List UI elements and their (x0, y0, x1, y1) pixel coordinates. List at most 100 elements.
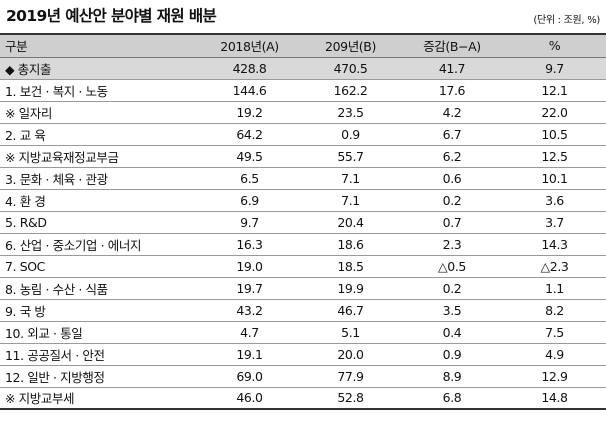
cell-percent: 12.5 (503, 145, 606, 168)
row-category: 10. 외교 · 통일 (0, 321, 199, 344)
row-category: 3. 문화 · 체육 · 관광 (0, 167, 199, 190)
cell-change: 0.2 (401, 277, 503, 300)
cell-2019: 77.9 (300, 365, 401, 388)
header-change: 증감(B−A) (401, 34, 503, 58)
cell-percent: 1.1 (503, 277, 606, 300)
cell-2019: 52.8 (300, 387, 401, 410)
cell-2018: 19.0 (199, 255, 300, 278)
cell-percent: 3.6 (503, 189, 606, 212)
row-category: 6. 산업 · 중소기업 · 에너지 (0, 233, 199, 256)
table-row: ※ 일자리 19.2 23.5 4.2 22.0 (0, 101, 606, 124)
header-row: 구분 2018년(A) 209년(B) 증감(B−A) % (0, 34, 606, 58)
budget-table: 구분 2018년(A) 209년(B) 증감(B−A) % ◆ 총지출 428.… (0, 33, 606, 410)
table-row: 4. 환 경 6.9 7.1 0.2 3.6 (0, 189, 606, 212)
cell-change: 0.7 (401, 211, 503, 234)
cell-percent: 10.1 (503, 167, 606, 190)
table-row: 6. 산업 · 중소기업 · 에너지 16.3 18.6 2.3 14.3 (0, 233, 606, 256)
table-row: 10. 외교 · 통일 4.7 5.1 0.4 7.5 (0, 321, 606, 344)
cell-2018: 19.2 (199, 101, 300, 124)
row-category: ◆ 총지출 (0, 57, 199, 80)
cell-percent: 8.2 (503, 299, 606, 322)
header-category: 구분 (0, 34, 199, 58)
table-row: 7. SOC 19.0 18.5 △0.5 △2.3 (0, 255, 606, 278)
cell-2018: 9.7 (199, 211, 300, 234)
cell-2018: 43.2 (199, 299, 300, 322)
cell-2019: 20.4 (300, 211, 401, 234)
cell-2019: 20.0 (300, 343, 401, 366)
cell-2018: 144.6 (199, 79, 300, 102)
row-category: ※ 일자리 (0, 101, 199, 124)
cell-2019: 19.9 (300, 277, 401, 300)
table-body: ◆ 총지출 428.8 470.5 41.7 9.7 1. 보건 · 복지 · … (0, 57, 606, 410)
cell-change: 8.9 (401, 365, 503, 388)
cell-percent: 12.9 (503, 365, 606, 388)
cell-change: 2.3 (401, 233, 503, 256)
cell-percent: 3.7 (503, 211, 606, 234)
table-row: 2. 교 육 64.2 0.9 6.7 10.5 (0, 123, 606, 146)
row-category: 2. 교 육 (0, 123, 199, 146)
header-percent: % (503, 34, 606, 58)
cell-change: 17.6 (401, 79, 503, 102)
table-row: ◆ 총지출 428.8 470.5 41.7 9.7 (0, 57, 606, 80)
cell-2019: 55.7 (300, 145, 401, 168)
table-row: 11. 공공질서 · 안전 19.1 20.0 0.9 4.9 (0, 343, 606, 366)
cell-2018: 69.0 (199, 365, 300, 388)
cell-2019: 18.6 (300, 233, 401, 256)
table-row: 5. R&D 9.7 20.4 0.7 3.7 (0, 211, 606, 234)
cell-change: 0.2 (401, 189, 503, 212)
cell-2019: 162.2 (300, 79, 401, 102)
table-row: 12. 일반 · 지방행정 69.0 77.9 8.9 12.9 (0, 365, 606, 388)
row-category: 5. R&D (0, 211, 199, 234)
row-category: 4. 환 경 (0, 189, 199, 212)
cell-2019: 23.5 (300, 101, 401, 124)
row-category: 8. 농림 · 수산 · 식품 (0, 277, 199, 300)
header-2019: 209년(B) (300, 34, 401, 58)
cell-2018: 6.5 (199, 167, 300, 190)
cell-percent: 4.9 (503, 343, 606, 366)
cell-percent: 7.5 (503, 321, 606, 344)
cell-2019: 5.1 (300, 321, 401, 344)
cell-2019: 470.5 (300, 57, 401, 80)
cell-2019: 46.7 (300, 299, 401, 322)
table-row: 3. 문화 · 체육 · 관광 6.5 7.1 0.6 10.1 (0, 167, 606, 190)
table-header: 구분 2018년(A) 209년(B) 증감(B−A) % (0, 34, 606, 58)
document-title: 2019년 예산안 분야별 재원 배분 (6, 7, 217, 25)
row-category: 11. 공공질서 · 안전 (0, 343, 199, 366)
cell-change: 0.9 (401, 343, 503, 366)
cell-2018: 428.8 (199, 57, 300, 80)
cell-percent: 14.3 (503, 233, 606, 256)
table-row: ※ 지방교부세 46.0 52.8 6.8 14.8 (0, 387, 606, 410)
cell-change: △0.5 (401, 255, 503, 278)
cell-2018: 64.2 (199, 123, 300, 146)
cell-change: 0.4 (401, 321, 503, 344)
row-category: ※ 지방교육재정교부금 (0, 145, 199, 168)
table-row: 8. 농림 · 수산 · 식품 19.7 19.9 0.2 1.1 (0, 277, 606, 300)
row-category: 1. 보건 · 복지 · 노동 (0, 79, 199, 102)
row-category: 9. 국 방 (0, 299, 199, 322)
cell-2019: 7.1 (300, 189, 401, 212)
cell-2019: 18.5 (300, 255, 401, 278)
header-2018: 2018년(A) (199, 34, 300, 58)
cell-percent: 10.5 (503, 123, 606, 146)
cell-2018: 16.3 (199, 233, 300, 256)
cell-change: 0.6 (401, 167, 503, 190)
cell-change: 6.2 (401, 145, 503, 168)
cell-2019: 7.1 (300, 167, 401, 190)
cell-percent: 9.7 (503, 57, 606, 80)
cell-2018: 46.0 (199, 387, 300, 410)
table-row: ※ 지방교육재정교부금 49.5 55.7 6.2 12.5 (0, 145, 606, 168)
cell-change: 41.7 (401, 57, 503, 80)
cell-percent: 12.1 (503, 79, 606, 102)
cell-change: 4.2 (401, 101, 503, 124)
cell-percent: 14.8 (503, 387, 606, 410)
cell-2018: 49.5 (199, 145, 300, 168)
unit-note: (단위 : 조원, %) (533, 15, 600, 26)
table-row: 1. 보건 · 복지 · 노동 144.6 162.2 17.6 12.1 (0, 79, 606, 102)
cell-2018: 19.7 (199, 277, 300, 300)
row-category: 12. 일반 · 지방행정 (0, 365, 199, 388)
cell-2018: 19.1 (199, 343, 300, 366)
cell-2019: 0.9 (300, 123, 401, 146)
cell-percent: △2.3 (503, 255, 606, 278)
table-row: 9. 국 방 43.2 46.7 3.5 8.2 (0, 299, 606, 322)
